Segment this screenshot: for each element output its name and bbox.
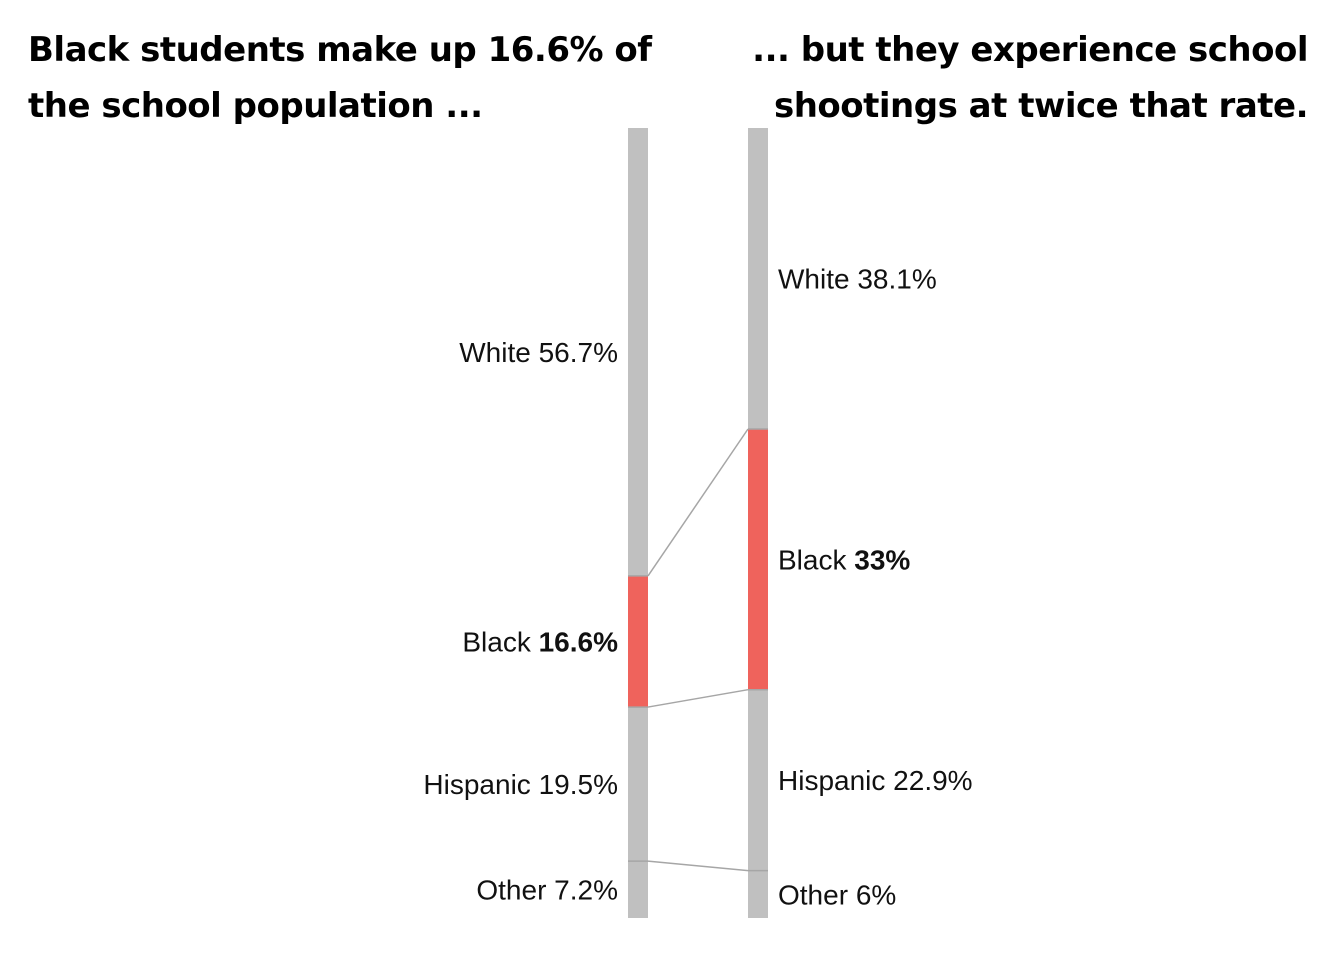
bar-segment-white-shootings [748,128,768,429]
bar-segment-other-shootings [748,870,768,918]
label-category: White [459,337,538,368]
label-black-population: Black 16.6% [462,627,618,658]
label-black-shootings: Black 33% [778,544,910,575]
label-category: Other [778,879,856,910]
bar-segment-hispanic-shootings [748,689,768,871]
label-other-shootings: Other 6% [778,879,896,910]
label-value: 7.2% [554,875,618,906]
connector-line-hispanic-other [647,860,749,872]
headline-right: ... but they experience school shootings… [752,30,1308,126]
label-hispanic-population: Hispanic 19.5% [423,769,618,800]
label-category: Black [778,544,854,575]
headline-left: Black students make up 16.6% of the scho… [28,30,652,126]
label-other-population: Other 7.2% [476,875,618,906]
label-hispanic-shootings: Hispanic 22.9% [778,765,973,796]
label-white-shootings: White 38.1% [778,263,937,294]
bar-segment-white-population [628,128,648,576]
label-category: Black [462,627,538,658]
connector-line-white-black [647,428,749,577]
bar-segment-black-population [628,575,648,708]
label-category: Hispanic [778,765,893,796]
bar-segment-black-shootings [748,428,768,690]
label-value: 22.9% [893,765,972,796]
label-value: 6% [856,879,896,910]
label-category: Hispanic [423,769,538,800]
label-value: 33% [854,544,910,575]
label-value: 16.6% [539,627,618,658]
label-white-population: White 56.7% [459,337,618,368]
bar-segment-other-population [628,861,648,918]
label-category: Other [476,875,554,906]
label-value: 19.5% [539,769,618,800]
label-value: 56.7% [539,337,618,368]
label-value: 38.1% [857,263,936,294]
label-category: White [778,263,857,294]
connector-line-black-hispanic [647,688,749,708]
bar-segment-hispanic-population [628,707,648,862]
